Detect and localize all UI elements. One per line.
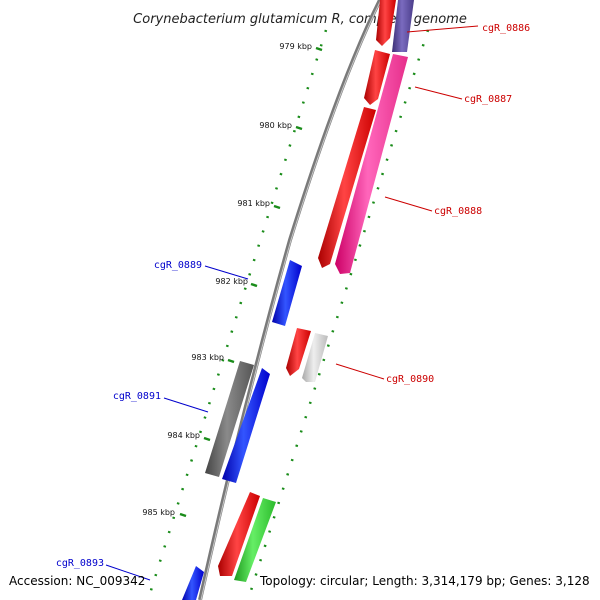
- gene-feature-cgR_0887: [364, 50, 390, 105]
- tick-mark: [227, 358, 235, 364]
- gene-label-cgR_0888[interactable]: cgR_0888: [434, 206, 482, 217]
- tick-marks: [179, 46, 323, 518]
- gene-feature-gray: [205, 361, 254, 477]
- tick-label: 983 kbp: [191, 353, 224, 362]
- tick-label: 979 kbp: [279, 42, 312, 51]
- genome-backbone: [198, 0, 382, 600]
- tick-mark: [179, 512, 187, 518]
- genome-stats-text: Topology: circular; Length: 3,314,179 bp…: [260, 574, 590, 588]
- gene-feature-red-lower: [218, 492, 260, 576]
- gene-feature-cgR_0889: [272, 260, 302, 326]
- tick-label: 985 kbp: [142, 508, 175, 517]
- gene-label-cgR_0891[interactable]: cgR_0891: [113, 391, 161, 402]
- tick-label: 982 kbp: [215, 277, 248, 286]
- gene-feature-cgR_0891: [222, 368, 270, 483]
- gene-feature-cgR_0886: [376, 0, 396, 46]
- connector-cgR_0886: [406, 25, 479, 33]
- forward-strand-track: [218, 0, 414, 582]
- gene-feature-pink: [335, 54, 408, 274]
- connector-cgR_0889: [204, 265, 249, 280]
- backbone-highlight: [200, 0, 382, 600]
- connector-cgR_0890: [335, 363, 385, 380]
- tick-label: 984 kbp: [167, 431, 200, 440]
- connector-cgR_0893: [105, 564, 151, 581]
- gene-label-cgR_0890[interactable]: cgR_0890: [386, 374, 434, 385]
- connector-cgR_0888: [384, 196, 433, 212]
- gene-feature-light-gray: [302, 333, 328, 382]
- tick-mark: [295, 125, 303, 131]
- gene-label-cgR_0893[interactable]: cgR_0893: [56, 558, 104, 569]
- gene-label-cgR_0887[interactable]: cgR_0887: [464, 94, 512, 105]
- tick-mark: [203, 436, 211, 442]
- accession-text: Accession: NC_009342: [9, 574, 146, 588]
- gene-feature-cgR_0888: [318, 107, 376, 268]
- gene-feature-cgR_0890: [286, 328, 311, 376]
- gene-label-cgR_0886[interactable]: cgR_0886: [482, 23, 530, 34]
- gene-feature-purple: [392, 0, 414, 52]
- gene-feature-cgR_0893: [182, 566, 204, 600]
- tick-labels: 979 kbp 980 kbp 981 kbp 982 kbp 983 kbp …: [142, 42, 312, 517]
- backbone-line: [198, 0, 382, 600]
- tick-mark: [273, 204, 281, 210]
- tick-label: 980 kbp: [259, 121, 292, 130]
- reverse-strand-track: [182, 260, 302, 600]
- connector-cgR_0887: [414, 86, 463, 100]
- tick-label: 981 kbp: [237, 199, 270, 208]
- gene-feature-green: [234, 498, 276, 582]
- gene-labels: cgR_0886 cgR_0887 cgR_0888 cgR_0889 cgR_…: [56, 23, 530, 569]
- map-title: Corynebacterium glutamicum R, complete g…: [133, 12, 467, 27]
- connector-cgR_0891: [163, 397, 209, 413]
- tick-mark: [315, 46, 323, 52]
- tick-mark: [250, 282, 258, 288]
- label-connectors: [105, 25, 479, 581]
- gene-label-cgR_0889[interactable]: cgR_0889: [154, 260, 202, 271]
